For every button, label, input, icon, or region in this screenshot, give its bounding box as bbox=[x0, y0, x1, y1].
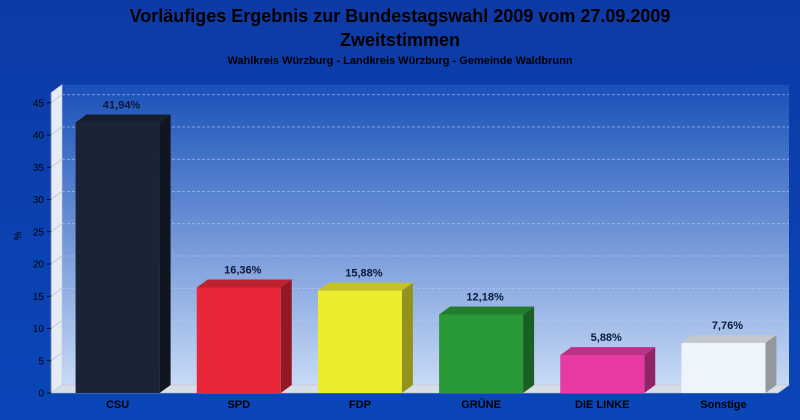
bar-side bbox=[280, 279, 292, 393]
y-tick-label: 35 bbox=[33, 163, 45, 174]
y-tick-label: 45 bbox=[33, 98, 45, 109]
y-tick-label: 10 bbox=[33, 324, 45, 335]
data-label: 16,36% bbox=[224, 264, 262, 276]
bar-side bbox=[644, 347, 656, 393]
x-axis: CSU SPD FDP GRÜNE DIE LINKE Sonstige bbox=[106, 398, 747, 411]
bar-top bbox=[196, 279, 292, 288]
gridline-side bbox=[50, 94, 63, 103]
x-tick-label: FDP bbox=[349, 399, 371, 411]
bar bbox=[681, 342, 766, 393]
chart-title-line2: Zweitstimmen bbox=[340, 30, 460, 50]
bar-side bbox=[401, 282, 413, 393]
y-axis: 0 5 10 15 20 25 30 35 40 45 bbox=[33, 92, 52, 400]
bar bbox=[196, 287, 281, 393]
bar-group: 15,88% bbox=[317, 268, 413, 393]
gridline-side bbox=[50, 191, 63, 200]
gridline-side bbox=[50, 223, 63, 232]
data-label: 15,88% bbox=[345, 268, 383, 280]
bar-top bbox=[317, 282, 413, 291]
y-axis-label: % bbox=[13, 231, 24, 240]
bar bbox=[75, 122, 160, 393]
y-tick-label: 15 bbox=[33, 292, 45, 303]
y-tick-label: 40 bbox=[33, 131, 45, 142]
gridline-side bbox=[50, 255, 63, 265]
gridline-side bbox=[50, 352, 63, 361]
x-tick-label: Sonstige bbox=[700, 399, 746, 411]
bar-side bbox=[159, 114, 171, 393]
chart-title: Vorläufiges Ergebnis zur Bundestagswahl … bbox=[130, 6, 671, 26]
data-label: 41,94% bbox=[103, 99, 141, 111]
bar-side bbox=[765, 334, 777, 393]
bar bbox=[317, 290, 402, 393]
bar bbox=[560, 355, 645, 393]
bar-group: 12,18% bbox=[439, 291, 535, 393]
gridline-side bbox=[50, 126, 63, 136]
bars: 41,94% 16,36% 15,88% 12,18% 5,88% 7,76% bbox=[75, 99, 777, 393]
data-label: 5,88% bbox=[591, 332, 622, 344]
x-tick-label: SPD bbox=[227, 399, 250, 411]
data-label: 12,18% bbox=[466, 291, 504, 303]
gridline-side bbox=[50, 320, 63, 329]
gridline-side bbox=[50, 159, 63, 168]
bar-group: 7,76% bbox=[681, 320, 777, 393]
chart-subtitle: Wahlkreis Würzburg - Landkreis Würzburg … bbox=[227, 55, 572, 67]
bar-top bbox=[75, 114, 171, 123]
plot-back-wall bbox=[62, 84, 789, 385]
y-tick-label: 25 bbox=[33, 227, 45, 238]
bar-group: 5,88% bbox=[560, 332, 656, 393]
x-tick-label: DIE LINKE bbox=[575, 399, 629, 411]
bar-group: 16,36% bbox=[196, 264, 292, 393]
y-tick-label: 30 bbox=[33, 195, 45, 206]
x-tick-label: CSU bbox=[106, 399, 129, 411]
y-tick-label: 0 bbox=[38, 389, 44, 400]
bar-top bbox=[560, 347, 656, 356]
bar bbox=[439, 314, 524, 393]
gridlines bbox=[50, 94, 789, 361]
y-tick-label: 20 bbox=[33, 260, 45, 271]
x-tick-label: GRÜNE bbox=[461, 398, 501, 411]
gridline-side bbox=[50, 288, 63, 297]
bar-side bbox=[523, 306, 535, 393]
data-label: 7,76% bbox=[712, 320, 743, 332]
bar-group: 41,94% bbox=[75, 99, 171, 393]
y-tick-label: 5 bbox=[38, 356, 44, 367]
bar-top bbox=[439, 306, 535, 315]
bar-top bbox=[681, 334, 777, 343]
